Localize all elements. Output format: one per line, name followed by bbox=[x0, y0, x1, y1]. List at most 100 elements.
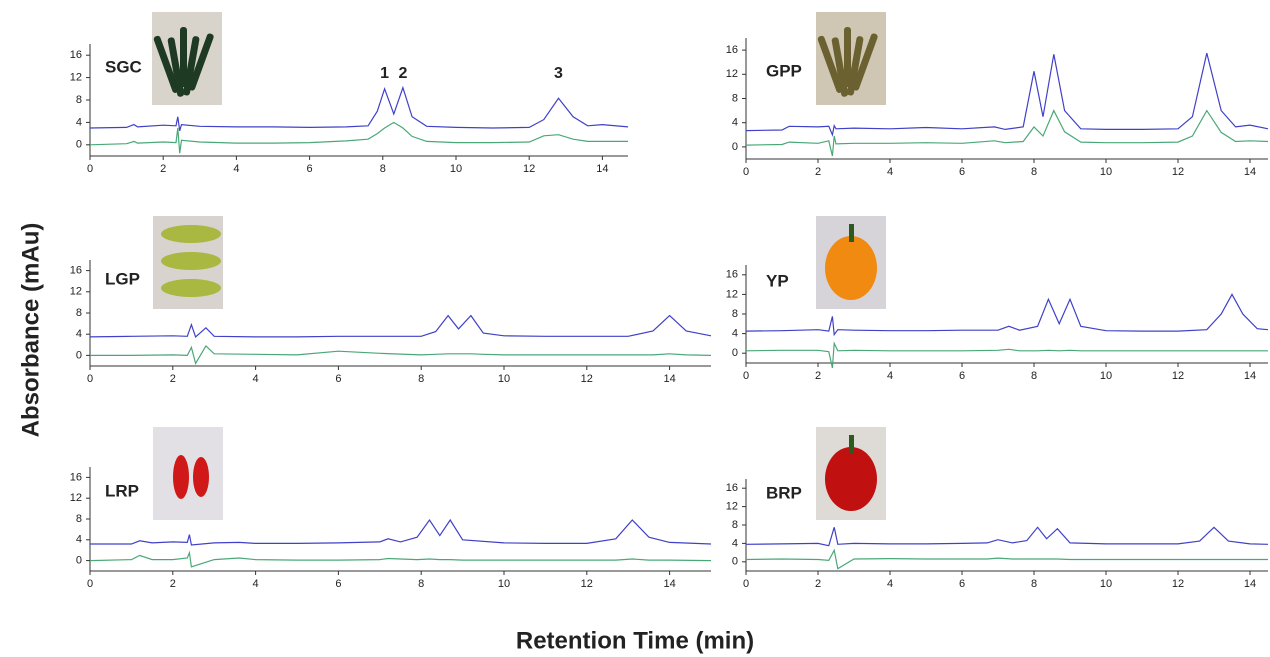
peak-label: 3 bbox=[554, 65, 563, 82]
x-tick-label: 12 bbox=[1172, 166, 1184, 178]
x-tick-label: 14 bbox=[1244, 370, 1256, 382]
y-tick-label: 4 bbox=[76, 328, 82, 340]
y-tick-label: 4 bbox=[732, 537, 738, 549]
x-tick-label: 8 bbox=[1031, 578, 1037, 590]
x-axis-label: Retention Time (min) bbox=[516, 627, 754, 654]
x-tick-label: 12 bbox=[581, 578, 593, 590]
x-tick-label: 8 bbox=[418, 578, 424, 590]
x-tick-label: 2 bbox=[815, 166, 821, 178]
photo-detail bbox=[161, 252, 221, 270]
y-tick-label: 12 bbox=[726, 501, 738, 513]
y-tick-label: 4 bbox=[76, 116, 82, 128]
x-tick-label: 0 bbox=[87, 373, 93, 385]
y-tick-label: 16 bbox=[70, 49, 82, 61]
y-tick-label: 16 bbox=[726, 269, 738, 281]
x-tick-label: 2 bbox=[170, 373, 176, 385]
trace bbox=[90, 344, 712, 365]
y-tick-label: 8 bbox=[76, 513, 82, 525]
y-tick-label: 0 bbox=[732, 556, 738, 568]
panel-label: GPP bbox=[766, 61, 802, 80]
trace bbox=[89, 121, 628, 154]
trace bbox=[745, 526, 1269, 547]
photo-detail bbox=[161, 279, 221, 297]
panel-label: LGP bbox=[105, 269, 140, 288]
x-tick-label: 14 bbox=[663, 578, 675, 590]
y-tick-label: 12 bbox=[726, 288, 738, 300]
x-tick-label: 8 bbox=[1031, 166, 1037, 178]
x-tick-label: 6 bbox=[307, 163, 313, 175]
x-tick-label: 4 bbox=[253, 578, 259, 590]
trace bbox=[89, 550, 712, 568]
peak-label: 2 bbox=[398, 65, 407, 82]
panel-label: SGC bbox=[105, 57, 142, 76]
photo-detail bbox=[817, 35, 844, 93]
x-tick-label: 0 bbox=[87, 163, 93, 175]
y-tick-label: 12 bbox=[70, 492, 82, 504]
y-tick-label: 0 bbox=[732, 141, 738, 153]
x-tick-label: 10 bbox=[1100, 166, 1112, 178]
photo-detail bbox=[825, 236, 877, 300]
photo-detail bbox=[852, 33, 878, 91]
trace bbox=[745, 109, 1269, 157]
y-tick-label: 12 bbox=[726, 68, 738, 80]
x-tick-label: 10 bbox=[498, 578, 510, 590]
y-tick-label: 12 bbox=[70, 286, 82, 298]
y-tick-label: 8 bbox=[732, 92, 738, 104]
trace bbox=[745, 52, 1269, 137]
y-tick-label: 8 bbox=[732, 308, 738, 320]
y-tick-label: 16 bbox=[726, 44, 738, 56]
panel-label: LRP bbox=[105, 481, 139, 500]
y-tick-label: 0 bbox=[76, 349, 82, 361]
x-tick-label: 6 bbox=[959, 370, 965, 382]
x-tick-label: 6 bbox=[959, 578, 965, 590]
x-tick-label: 2 bbox=[815, 370, 821, 382]
trace bbox=[89, 314, 712, 338]
x-tick-label: 2 bbox=[815, 578, 821, 590]
photo-detail bbox=[173, 455, 189, 499]
trace bbox=[89, 85, 629, 131]
x-tick-label: 12 bbox=[1172, 370, 1184, 382]
photo-detail bbox=[844, 27, 851, 87]
y-tick-label: 4 bbox=[76, 534, 82, 546]
x-tick-label: 6 bbox=[959, 166, 965, 178]
photo-detail bbox=[825, 447, 877, 511]
y-tick-label: 16 bbox=[726, 482, 738, 494]
x-tick-label: 6 bbox=[335, 373, 341, 385]
photo-detail bbox=[153, 35, 180, 93]
photo-detail bbox=[188, 33, 214, 91]
x-tick-label: 12 bbox=[523, 163, 535, 175]
x-tick-label: 4 bbox=[887, 578, 893, 590]
x-tick-label: 0 bbox=[743, 166, 749, 178]
photo-detail bbox=[193, 457, 209, 497]
trace bbox=[745, 293, 1269, 337]
x-tick-label: 10 bbox=[498, 373, 510, 385]
y-tick-label: 12 bbox=[70, 72, 82, 84]
trace bbox=[745, 341, 1268, 369]
x-tick-label: 14 bbox=[596, 163, 608, 175]
x-tick-label: 0 bbox=[87, 578, 93, 590]
x-tick-label: 12 bbox=[581, 373, 593, 385]
x-tick-label: 0 bbox=[743, 578, 749, 590]
x-tick-label: 14 bbox=[1244, 166, 1256, 178]
panel-label: BRP bbox=[766, 483, 802, 502]
x-tick-label: 8 bbox=[1031, 370, 1037, 382]
x-tick-label: 14 bbox=[663, 373, 675, 385]
y-tick-label: 8 bbox=[76, 307, 82, 319]
photo-detail bbox=[180, 27, 187, 87]
photo-detail bbox=[849, 435, 854, 453]
y-tick-label: 8 bbox=[732, 519, 738, 531]
y-tick-label: 4 bbox=[732, 328, 738, 340]
x-tick-label: 8 bbox=[380, 163, 386, 175]
x-tick-label: 10 bbox=[1100, 370, 1112, 382]
x-tick-label: 10 bbox=[450, 163, 462, 175]
photo-detail bbox=[161, 225, 221, 243]
x-tick-label: 8 bbox=[418, 373, 424, 385]
x-tick-label: 2 bbox=[170, 578, 176, 590]
x-tick-label: 4 bbox=[253, 373, 259, 385]
y-tick-label: 0 bbox=[76, 139, 82, 151]
peak-label: 1 bbox=[380, 65, 389, 82]
panel-label: YP bbox=[766, 271, 789, 290]
photo-detail bbox=[831, 37, 849, 97]
y-tick-label: 0 bbox=[76, 555, 82, 567]
